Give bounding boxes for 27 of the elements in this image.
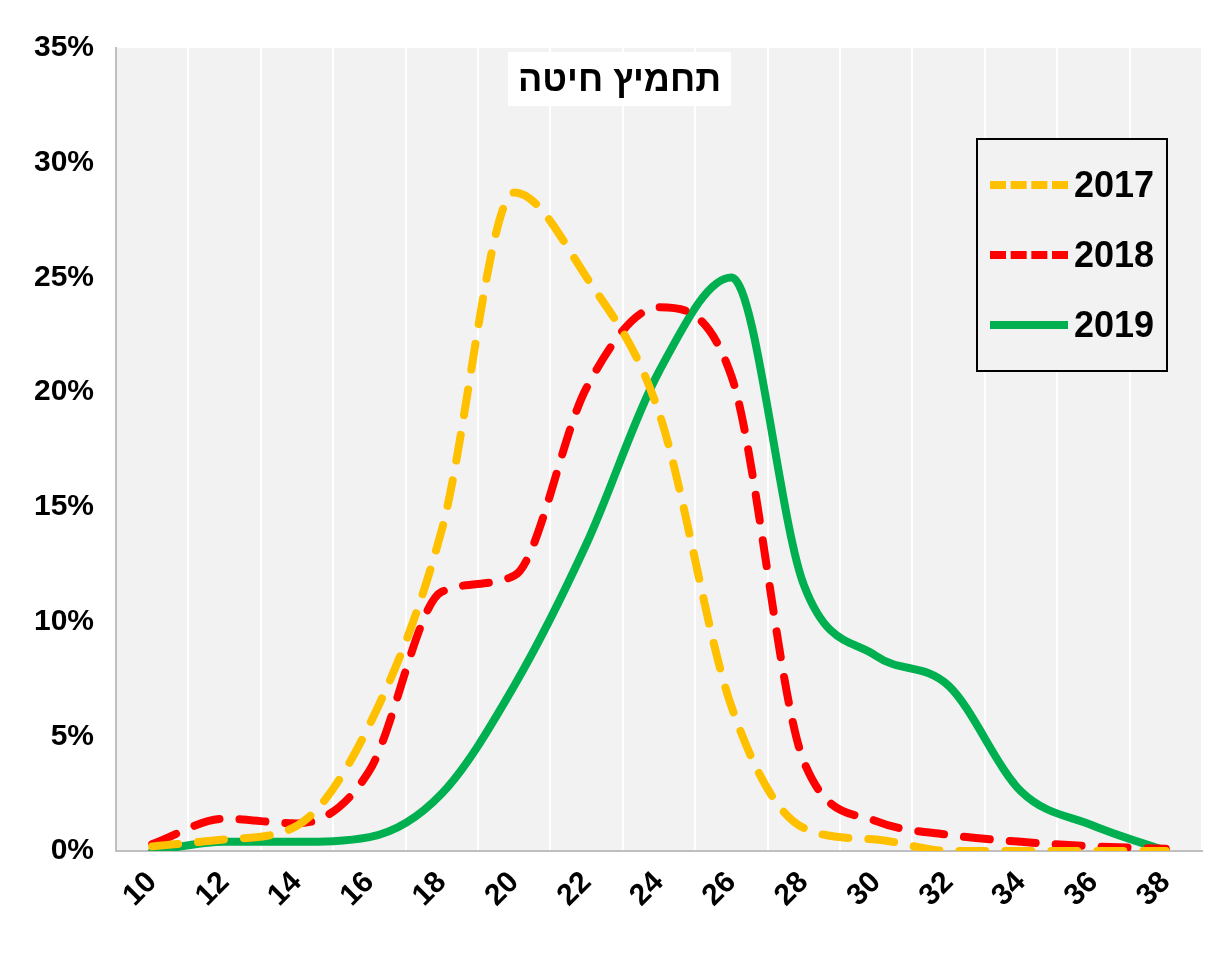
x-tick-label: 28 (766, 864, 814, 912)
x-tick-label: 12 (187, 864, 235, 912)
y-tick-label: 15% (34, 488, 95, 522)
y-tick-label: 25% (34, 258, 95, 292)
x-tick-label: 26 (694, 864, 742, 912)
y-tick-label: 5% (50, 717, 95, 751)
y-tick-label: 10% (34, 602, 95, 636)
y-tick-label: 0% (50, 832, 95, 866)
x-tick-label: 30 (839, 864, 887, 912)
x-tick-label: 22 (549, 864, 597, 912)
x-tick-label: 24 (622, 864, 670, 912)
legend-label: 2019 (1073, 304, 1154, 346)
x-tick-label: 36 (1056, 864, 1104, 912)
x-tick-label: 10 (115, 864, 163, 912)
x-tick-label: 18 (404, 864, 452, 912)
legend-label: 2017 (1073, 164, 1154, 206)
y-tick-label: 30% (34, 143, 95, 177)
y-tick-label: 35% (34, 29, 95, 63)
x-tick-label: 20 (477, 864, 525, 912)
x-tick-label: 32 (911, 864, 959, 912)
x-tick-label: 38 (1128, 864, 1176, 912)
y-tick-label: 20% (34, 373, 95, 407)
legend-label: 2018 (1073, 234, 1154, 276)
chart-title: תחמיץ חיטה (508, 52, 732, 106)
x-tick-label: 34 (984, 864, 1032, 912)
x-tick-label: 16 (332, 864, 380, 912)
x-tick-label: 14 (260, 864, 308, 912)
